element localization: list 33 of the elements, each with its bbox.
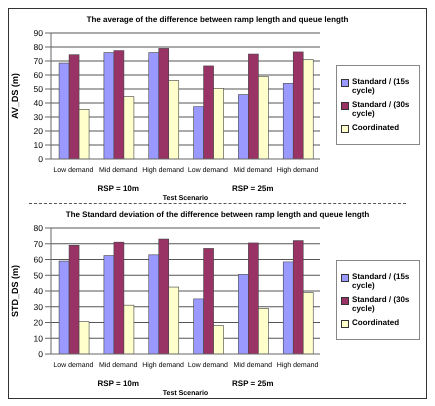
text: RSP = 25m [231,184,274,193]
y-tick-label: 40 [34,98,44,108]
text: RSP = 25m [231,379,274,388]
y-tick-label: 60 [34,254,44,265]
y-tick-label: 20 [34,126,44,136]
y-tick-label: 70 [34,56,44,66]
y-axis-title: AV_DS (m) [10,73,20,119]
legend-label: Standard / (15s cycle) [352,77,410,95]
y-tick-label: 50 [34,84,44,94]
y-tick-label: 30 [34,112,44,122]
chart-title: The average of the difference between ramp length and queue length [86,15,350,24]
y-tick-label: 0 [38,154,44,164]
legend-label: Standard / (30s cycle) [352,100,410,118]
legend-label: Standard / (30s cycle) [352,295,410,313]
y-tick-label: 30 [34,302,44,312]
text: RSP = 10m [96,184,140,193]
y-tick-label: 40 [34,286,44,296]
y-tick-label: 70 [34,238,44,249]
legend-label: Standard / (15s cycle) [352,272,410,290]
y-tick-label: 20 [34,318,44,328]
y-tick-label: 80 [34,42,44,52]
y-tick-label: 10 [34,140,44,150]
legend-label: Coordinated [352,123,400,132]
y-tick-label: 90 [34,28,44,38]
y-tick-label: 0 [38,349,44,360]
y-tick-label: 50 [34,270,44,280]
y-axis-title: STD_DS (m) [10,264,20,318]
chart-title: The Standard deviation of the difference between ramp length and queue length [64,210,370,219]
legend-label: Coordinated [352,318,400,327]
text: RSP = 10m [96,379,140,388]
y-tick-label: 10 [34,333,44,344]
y-tick-label: 60 [34,70,44,80]
y-tick-label: 80 [34,223,44,234]
